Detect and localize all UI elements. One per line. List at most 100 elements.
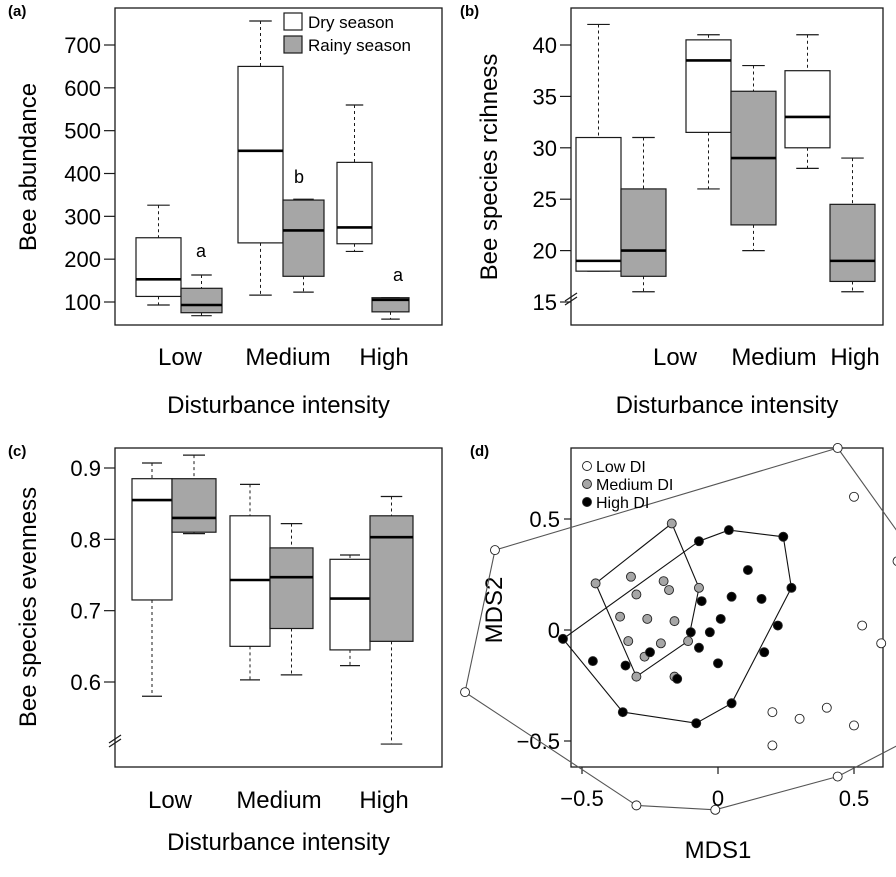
y-tick-label: 20 [533, 239, 557, 264]
plot-frame [570, 7, 884, 326]
y-tick-label: 0.8 [70, 527, 101, 552]
data-point [558, 633, 568, 644]
legend-swatch [283, 35, 303, 54]
data-point [615, 611, 626, 622]
legend-label: High DI [596, 495, 649, 512]
axis-break-mark [108, 738, 122, 748]
data-point [857, 620, 868, 631]
iqr-box [336, 161, 373, 245]
data-point [694, 536, 704, 547]
y-tick-label: 0.5 [529, 507, 560, 532]
data-point [726, 591, 737, 602]
data-point [620, 660, 631, 671]
y-tick-label: 35 [533, 84, 557, 109]
data-point [876, 638, 887, 649]
y-tick-label: 600 [64, 76, 101, 101]
data-point [672, 673, 683, 684]
category-label: High [359, 787, 408, 814]
x-axis-title: Disturbance intensity [167, 392, 390, 419]
y-tick-label: 30 [533, 136, 557, 161]
data-point [767, 740, 778, 751]
category-label: Medium [245, 344, 330, 371]
y-tick-label: 500 [64, 119, 101, 144]
y-axis-title: Bee abundance [15, 83, 42, 251]
panel-label: (d) [470, 443, 489, 460]
data-point [832, 443, 843, 453]
data-point [623, 636, 634, 647]
iqr-box [269, 547, 314, 630]
y-axis-title: Bee species rcihness [476, 54, 503, 281]
category-label: Low [158, 344, 203, 371]
y-tick-label: 0.6 [70, 670, 101, 695]
data-point [490, 545, 500, 556]
iqr-box [620, 188, 667, 277]
data-point [669, 616, 680, 627]
legend-label: Medium DI [596, 477, 673, 494]
y-tick-label: 0.9 [70, 456, 101, 481]
data-point [892, 556, 896, 566]
axis-break-mark [564, 296, 578, 306]
x-tick-label: −0.5 [560, 786, 603, 811]
data-point [683, 636, 694, 647]
y-tick-label: 25 [533, 187, 557, 212]
significance-letter: a [196, 241, 207, 261]
y-tick-label: 200 [64, 247, 101, 272]
legend-swatch [283, 12, 303, 31]
iqr-box [237, 65, 284, 244]
data-point [849, 491, 859, 502]
significance-letter: b [294, 167, 304, 187]
plot-frame [114, 447, 443, 768]
data-point [726, 698, 737, 709]
data-point [631, 671, 642, 682]
category-label: Low [653, 344, 698, 371]
convex-hull [464, 447, 896, 811]
y-tick-label: 0 [548, 618, 560, 643]
y-axis-title: MDS2 [481, 577, 508, 644]
category-label: High [359, 344, 408, 371]
data-point [696, 596, 707, 607]
data-point [626, 571, 636, 582]
convex-hull [562, 529, 792, 724]
iqr-box [329, 558, 371, 651]
legend-label: Low DI [596, 459, 646, 476]
iqr-box [575, 136, 622, 272]
data-point [821, 702, 832, 713]
panel-label: (b) [460, 3, 479, 20]
data-point [778, 531, 789, 542]
y-tick-label: 100 [64, 290, 101, 315]
x-axis-title: Disturbance intensity [167, 829, 390, 856]
data-point [694, 582, 704, 593]
data-point [715, 613, 726, 624]
data-point [685, 627, 696, 638]
iqr-box [784, 70, 831, 149]
iqr-box [685, 39, 732, 133]
data-point [772, 620, 783, 631]
data-point [704, 627, 715, 638]
iqr-box [131, 478, 173, 601]
iqr-box [829, 203, 876, 283]
y-tick-label: 15 [533, 290, 557, 315]
data-point [713, 658, 723, 669]
y-tick-label: 0.7 [70, 599, 101, 624]
y-axis-title: Bee species evenness [15, 487, 42, 727]
data-point [723, 525, 734, 536]
category-label: Low [148, 787, 193, 814]
data-point [664, 585, 674, 595]
data-point [794, 713, 805, 724]
data-point [691, 718, 702, 729]
data-point [666, 518, 677, 529]
data-point [786, 582, 797, 593]
data-point [759, 647, 770, 658]
legend-label: Dry season [308, 13, 394, 32]
data-point [849, 720, 859, 731]
convex-hull [594, 522, 700, 678]
x-tick-label: 0.5 [839, 786, 870, 811]
data-point [710, 804, 721, 815]
category-label: Medium [731, 344, 816, 371]
y-tick-label: 300 [64, 204, 101, 229]
data-point [587, 656, 598, 667]
iqr-box [180, 287, 223, 314]
legend-marker [582, 479, 592, 489]
significance-letter: a [393, 265, 404, 285]
